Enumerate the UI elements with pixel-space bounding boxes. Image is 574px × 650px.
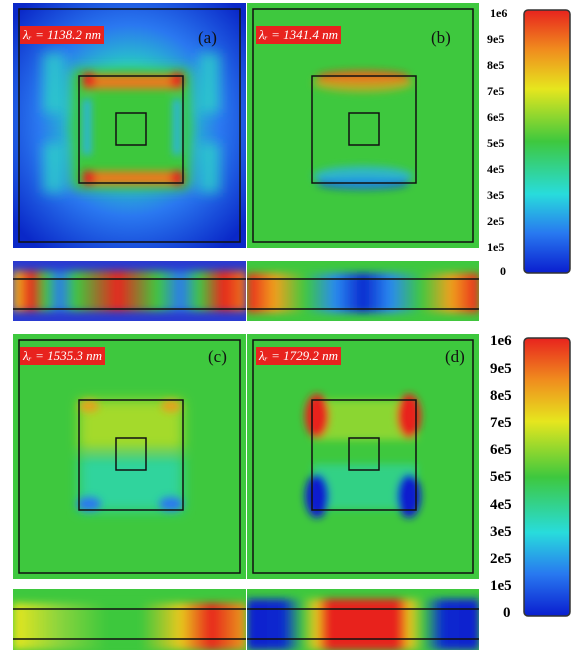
colorbar-tick: 3e5 bbox=[487, 188, 505, 202]
colorbar-tick: 3e5 bbox=[490, 524, 512, 540]
colorbar-tick: 1e6 bbox=[490, 333, 512, 349]
colorbar-tick: 5e5 bbox=[490, 469, 512, 485]
colorbar-tick: 4e5 bbox=[490, 497, 512, 513]
wavelength-label-a: λᵣ = 1138.2 nm bbox=[20, 26, 105, 44]
colorbar-tick: 6e5 bbox=[490, 442, 512, 458]
colorbar-tick: 2e5 bbox=[487, 214, 505, 228]
colorbar-tick: 5e5 bbox=[487, 136, 505, 150]
colorbar-tick: 0 bbox=[500, 264, 506, 278]
colorbar-tick: 9e5 bbox=[487, 32, 505, 46]
colorbar-tick: 7e5 bbox=[490, 415, 512, 431]
cross-section-strip-d bbox=[247, 589, 479, 650]
cross-section-strip-c bbox=[13, 589, 246, 650]
colorbar-tick: 7e5 bbox=[487, 84, 505, 98]
panel-tag-a: (a) bbox=[198, 28, 217, 47]
wavelength-label-b: λᵣ = 1341.4 nm bbox=[256, 26, 341, 44]
field-map-d bbox=[247, 334, 479, 579]
colorbar-tick: 2e5 bbox=[490, 551, 512, 567]
panel-tag-d: (d) bbox=[445, 347, 465, 366]
panel-tag-b: (b) bbox=[431, 28, 451, 47]
colorbar-tick: 1e5 bbox=[490, 578, 512, 594]
colorbar-tick: 8e5 bbox=[490, 388, 512, 404]
colorbar-tick: 9e5 bbox=[490, 361, 512, 377]
colorbar-top bbox=[523, 9, 571, 274]
colorbar-tick: 8e5 bbox=[487, 58, 505, 72]
wavelength-label-d: λᵣ = 1729.2 nm bbox=[256, 347, 341, 365]
colorbar-tick: 0 bbox=[503, 605, 511, 621]
field-map-a bbox=[13, 3, 246, 248]
field-map-c bbox=[13, 334, 246, 579]
colorbar-tick: 6e5 bbox=[487, 110, 505, 124]
colorbar-tick: 4e5 bbox=[487, 162, 505, 176]
cross-section-strip-b bbox=[247, 261, 479, 321]
wavelength-label-c: λᵣ = 1535.3 nm bbox=[20, 347, 105, 365]
panel-tag-c: (c) bbox=[208, 347, 227, 366]
colorbar-tick: 1e6 bbox=[490, 6, 508, 20]
colorbar-bottom bbox=[523, 337, 571, 617]
colorbar-tick: 1e5 bbox=[487, 240, 505, 254]
cross-section-strip-a bbox=[13, 261, 246, 321]
